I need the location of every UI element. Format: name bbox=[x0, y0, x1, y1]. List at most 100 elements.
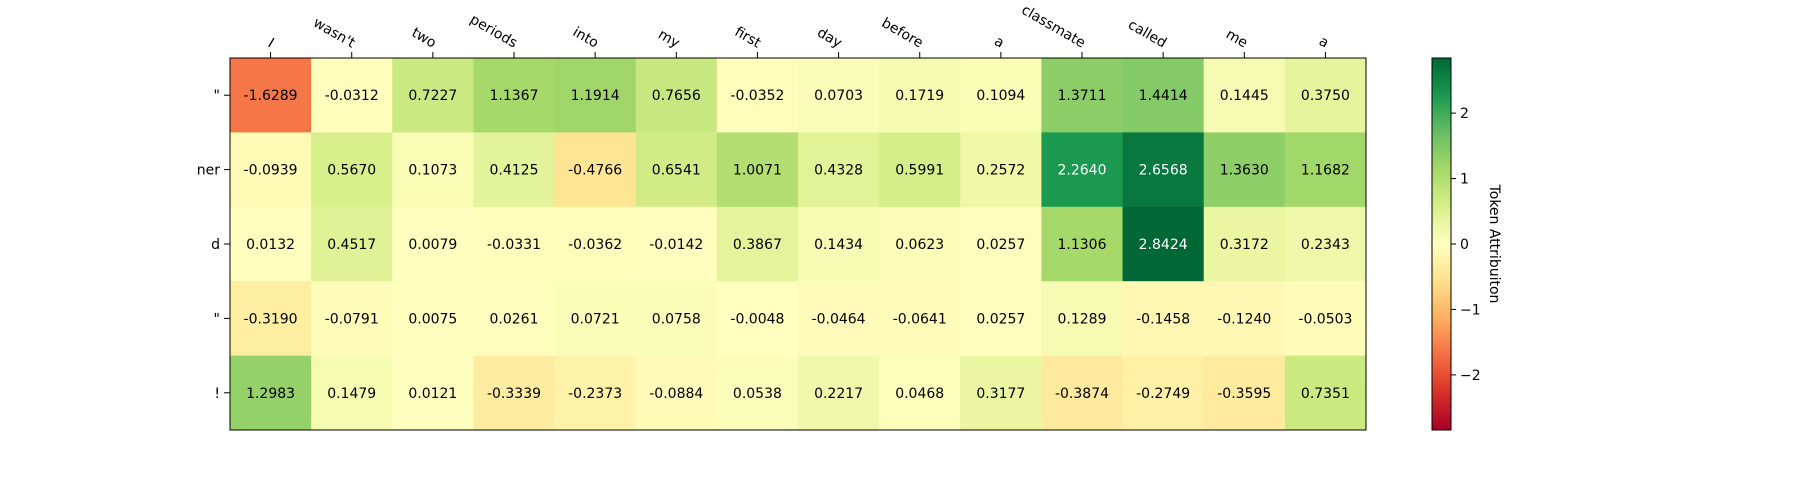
heatmap-cell-r0-c12 bbox=[1203, 58, 1286, 133]
heatmap-cell-r2-c8 bbox=[879, 206, 961, 282]
heatmap-cell-r1-c8 bbox=[879, 132, 961, 208]
cell-value-label: -0.0939 bbox=[244, 163, 298, 179]
cell-value-label: 2.2640 bbox=[1058, 163, 1107, 179]
heatmap-cell-r4-c7 bbox=[798, 355, 880, 431]
cell-value-label: -0.0464 bbox=[812, 311, 866, 327]
heatmap-cell-r2-c10 bbox=[1041, 206, 1124, 282]
x-tick-label-10: classmate bbox=[1018, 2, 1088, 51]
x-tick-label-8: before bbox=[879, 15, 926, 51]
heatmap-cell-r1-c10 bbox=[1041, 132, 1124, 208]
cell-value-label: -0.1240 bbox=[1217, 311, 1271, 327]
cell-value-label: 0.0758 bbox=[652, 311, 701, 327]
cell-value-label: 2.8424 bbox=[1139, 237, 1188, 253]
cell-value-label: 0.1479 bbox=[327, 386, 376, 402]
heatmap-cell-r2-c2 bbox=[392, 206, 474, 282]
heatmap-cell-r0-c3 bbox=[473, 58, 556, 133]
cell-value-label: 0.0261 bbox=[490, 311, 539, 327]
heatmap-cell-r1-c11 bbox=[1122, 132, 1205, 208]
cell-value-label: -0.0791 bbox=[325, 311, 379, 327]
cell-value-label: 0.0468 bbox=[895, 386, 944, 402]
heatmap-cell-r0-c4 bbox=[554, 58, 637, 133]
heatmap-cell-r3-c1 bbox=[311, 281, 393, 357]
heatmap-cell-r0-c9 bbox=[960, 58, 1042, 133]
heatmap-cell-r2-c3 bbox=[473, 206, 556, 282]
heatmap-cell-r1-c5 bbox=[635, 132, 718, 208]
colorbar: −2 −1 0 1 2 Token Attribuiton bbox=[1431, 57, 1502, 431]
heatmap-cell-r1-c0 bbox=[230, 132, 312, 208]
colorbar-tick-label-3: 1 bbox=[1460, 172, 1469, 188]
cell-value-label: -0.3190 bbox=[244, 311, 298, 327]
heatmap-cell-r4-c8 bbox=[879, 355, 961, 431]
colorbar-tick-label-1: −1 bbox=[1460, 302, 1481, 318]
heatmap-cell-r3-c11 bbox=[1122, 281, 1205, 357]
heatmap-cell-r0-c1 bbox=[311, 58, 393, 133]
heatmap-cell-r4-c4 bbox=[554, 355, 637, 431]
x-tick-label-4: into bbox=[570, 24, 601, 51]
cell-value-label: 1.0071 bbox=[733, 163, 782, 179]
cell-value-label: -0.2373 bbox=[568, 386, 622, 402]
heatmap-cell-r3-c0 bbox=[230, 281, 312, 357]
colorbar-tick-label-4: 2 bbox=[1460, 106, 1469, 122]
heatmap-cell-r4-c1 bbox=[311, 355, 393, 431]
cell-value-label: 2.6568 bbox=[1139, 163, 1188, 179]
y-tick-label-3: " bbox=[214, 311, 220, 327]
cell-value-label: 0.4328 bbox=[814, 163, 863, 179]
cell-value-label: 0.0121 bbox=[408, 386, 457, 402]
heatmap-cell-r3-c6 bbox=[716, 281, 799, 357]
heatmap-cell-r3-c3 bbox=[473, 281, 556, 357]
heatmap-cell-r1-c7 bbox=[798, 132, 880, 208]
y-tick-label-2: d bbox=[211, 237, 220, 253]
colorbar-tick-label-0: −2 bbox=[1460, 368, 1481, 384]
x-tick-label-12: me bbox=[1223, 26, 1250, 51]
heatmap-cell-r2-c11 bbox=[1122, 206, 1205, 282]
heatmap-cells: -1.6289 -0.0312 0.7227 1.1367 1.1914 0.7656 -0… bbox=[230, 58, 1367, 431]
heatmap-cell-r2-c12 bbox=[1203, 206, 1286, 282]
heatmap-cell-r4-c2 bbox=[392, 355, 474, 431]
heatmap-cell-r0-c8 bbox=[879, 58, 961, 133]
heatmap-cell-r4-c0 bbox=[230, 355, 312, 431]
cell-value-label: 1.1306 bbox=[1058, 237, 1107, 253]
cell-value-label: -1.6289 bbox=[244, 88, 298, 104]
x-tick-label-1: wasn't bbox=[310, 15, 358, 52]
cell-value-label: -0.3339 bbox=[487, 386, 541, 402]
cell-value-label: 0.2217 bbox=[814, 386, 863, 402]
heatmap-cell-r3-c2 bbox=[392, 281, 474, 357]
heatmap-cell-r4-c13 bbox=[1284, 355, 1367, 431]
cell-value-label: 0.3177 bbox=[976, 386, 1025, 402]
heatmap-cell-r0-c0 bbox=[230, 58, 312, 133]
cell-value-label: -0.3595 bbox=[1217, 386, 1271, 402]
heatmap-cell-r2-c5 bbox=[635, 206, 718, 282]
x-tick-label-6: first bbox=[732, 24, 764, 52]
cell-value-label: 0.1445 bbox=[1220, 88, 1269, 104]
heatmap-cell-r0-c6 bbox=[716, 58, 799, 133]
cell-value-label: 0.4517 bbox=[327, 237, 376, 253]
heatmap-cell-r3-c13 bbox=[1284, 281, 1367, 357]
heatmap-cell-r1-c13 bbox=[1284, 132, 1367, 208]
x-tick-label-0: I bbox=[265, 36, 277, 52]
heatmap-cell-r4-c9 bbox=[960, 355, 1042, 431]
heatmap-cell-r4-c6 bbox=[716, 355, 799, 431]
cell-value-label: 0.1289 bbox=[1058, 311, 1107, 327]
cell-value-label: 0.4125 bbox=[490, 163, 539, 179]
cell-value-label: 1.4414 bbox=[1139, 88, 1188, 104]
x-tick-label-5: my bbox=[655, 27, 682, 52]
heatmap-cell-r4-c11 bbox=[1122, 355, 1205, 431]
x-tick-label-11: called bbox=[1125, 17, 1169, 52]
cell-value-label: 0.0703 bbox=[814, 88, 863, 104]
cell-value-label: -0.0048 bbox=[730, 311, 784, 327]
cell-value-label: -0.0884 bbox=[649, 386, 703, 402]
heatmap-cell-r4-c3 bbox=[473, 355, 556, 431]
cell-value-label: 0.3867 bbox=[733, 237, 782, 253]
heatmap-cell-r2-c6 bbox=[716, 206, 799, 282]
cell-value-label: 0.1073 bbox=[408, 163, 457, 179]
colorbar-gradient bbox=[1431, 57, 1452, 431]
heatmap-cell-r1-c12 bbox=[1203, 132, 1286, 208]
cell-value-label: 0.6541 bbox=[652, 163, 701, 179]
cell-value-label: -0.4766 bbox=[568, 163, 622, 179]
cell-value-label: 0.2343 bbox=[1301, 237, 1350, 253]
heatmap-cell-r1-c3 bbox=[473, 132, 556, 208]
cell-value-label: 1.2983 bbox=[246, 386, 295, 402]
heatmap-cell-r0-c7 bbox=[798, 58, 880, 133]
